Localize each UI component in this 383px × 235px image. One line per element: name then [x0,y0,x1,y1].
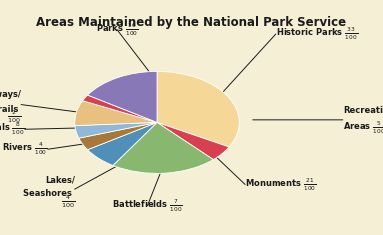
Text: Memorials $\frac{8}{100}$: Memorials $\frac{8}{100}$ [0,121,25,137]
Text: Battlefields $\frac{7}{100}$: Battlefields $\frac{7}{100}$ [112,197,183,214]
Text: $\frac{4}{100}$: $\frac{4}{100}$ [61,193,75,210]
Text: Areas Maintained by the National Park Service: Areas Maintained by the National Park Se… [36,16,347,29]
Text: Parks $\frac{16}{100}$: Parks $\frac{16}{100}$ [95,21,138,38]
Text: Parkways/: Parkways/ [0,90,21,99]
Text: Recreation: Recreation [343,106,383,115]
Wedge shape [113,122,213,173]
Wedge shape [157,122,229,160]
Wedge shape [75,122,157,138]
Text: Seashores: Seashores [23,189,75,198]
Wedge shape [75,101,157,125]
Text: Rivers $\frac{4}{100}$: Rivers $\frac{4}{100}$ [2,141,48,157]
Text: Areas $\frac{5}{100}$: Areas $\frac{5}{100}$ [343,120,383,136]
Text: Scenic Trails: Scenic Trails [0,105,21,114]
Text: Monuments $\frac{21}{100}$: Monuments $\frac{21}{100}$ [245,176,317,193]
Text: Lakes/: Lakes/ [45,175,75,184]
Wedge shape [79,122,157,150]
Wedge shape [88,71,157,122]
Text: $\frac{2}{100}$: $\frac{2}{100}$ [7,108,21,125]
Wedge shape [88,122,157,165]
Wedge shape [83,95,157,122]
Wedge shape [157,71,239,147]
Text: Historic Parks $\frac{33}{100}$: Historic Parks $\frac{33}{100}$ [276,26,358,42]
